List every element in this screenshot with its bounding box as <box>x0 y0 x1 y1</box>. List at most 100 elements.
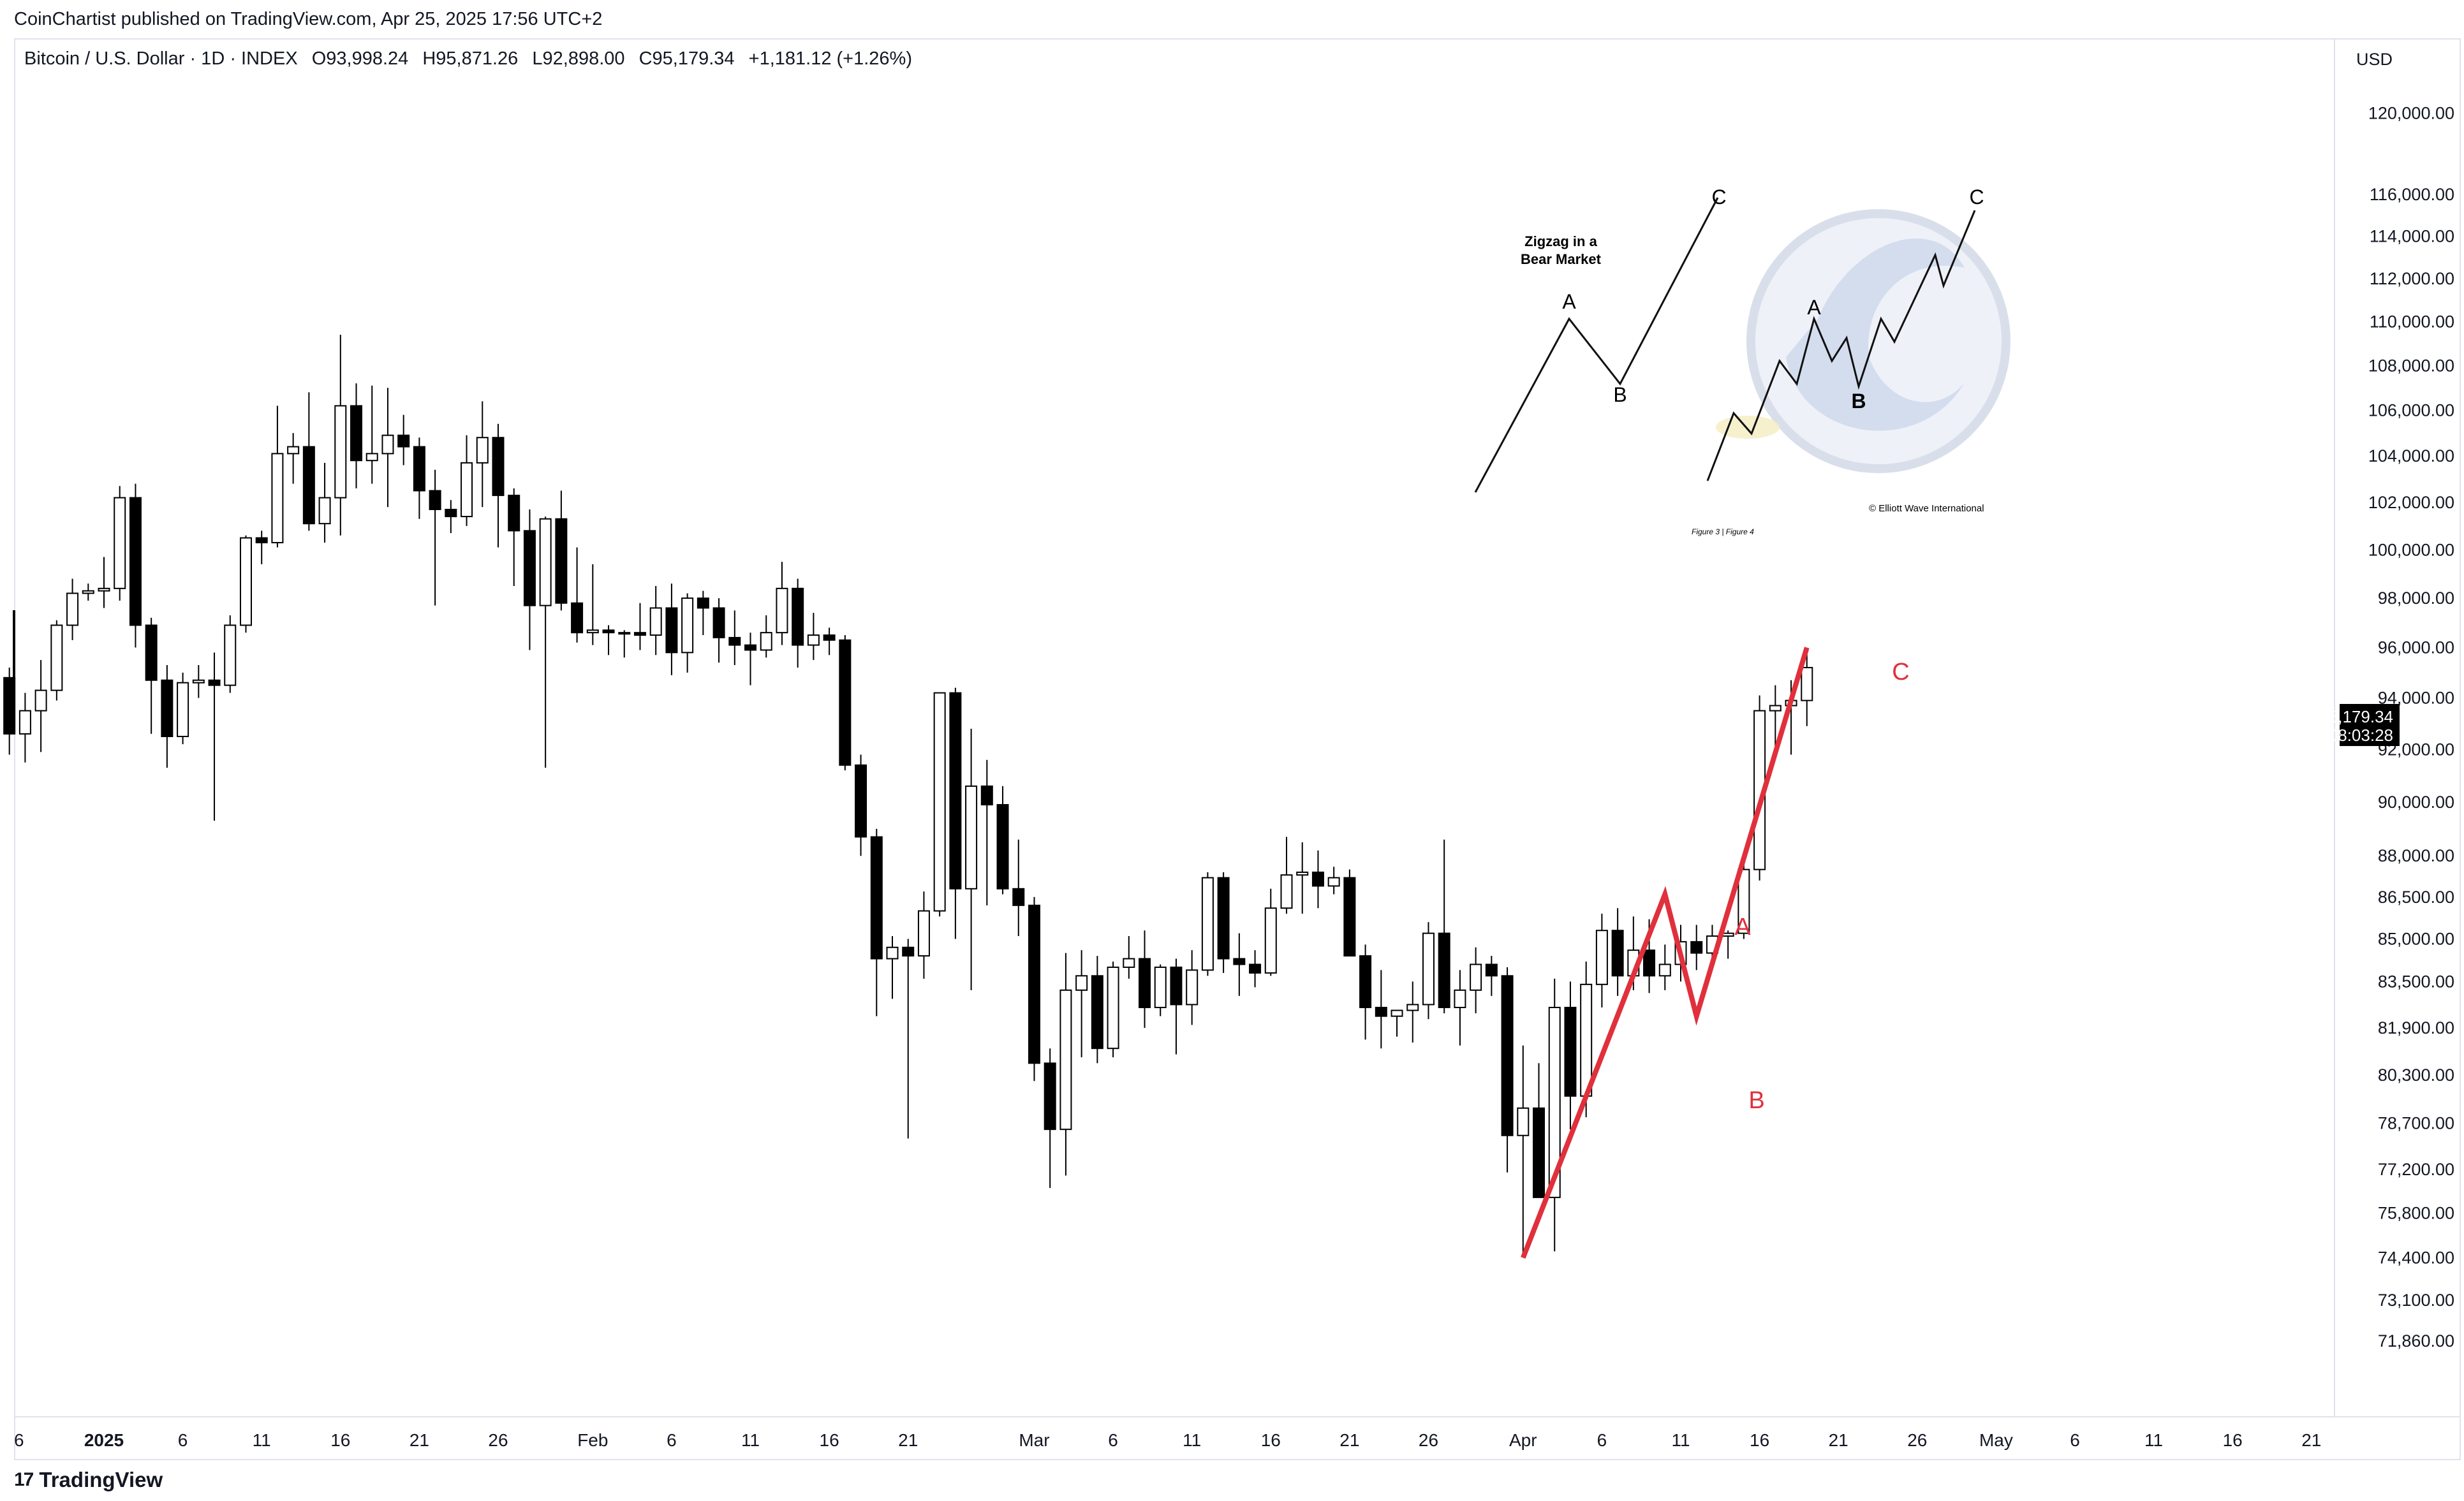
candle <box>523 509 536 650</box>
price-tick-label: 81,900.00 <box>2378 1018 2454 1037</box>
price-tick-label: 83,500.00 <box>2378 972 2454 991</box>
candle <box>255 531 268 564</box>
candle <box>1406 981 1419 1043</box>
candle-body-up <box>1470 963 1482 991</box>
candlestick-chart[interactable]: 120,000.00 116,000.00 114,000.00 112,000.00… <box>0 0 2464 1460</box>
candle <box>1327 867 1340 895</box>
candle-body-up <box>807 634 820 646</box>
candle-body-down <box>870 836 883 960</box>
candle <box>1091 956 1103 1064</box>
candle-body-up <box>239 537 252 626</box>
inset-right-label-b: B <box>1851 390 1866 413</box>
candle-body-up <box>760 632 772 651</box>
candle <box>208 652 221 821</box>
currency-selector[interactable]: USD <box>2356 50 2393 69</box>
price-tick-label: 75,800.00 <box>2378 1204 2454 1223</box>
candle-body-up <box>34 689 47 712</box>
candle-body-down <box>980 785 993 806</box>
candle <box>114 486 126 601</box>
candle-body-down <box>823 634 836 641</box>
candle-body-up <box>476 437 489 464</box>
candle <box>1658 944 1671 990</box>
candle-body-up <box>1454 989 1466 1009</box>
price-tick-label: 88,000.00 <box>2378 846 2454 865</box>
price-axis[interactable]: 120,000.00 116,000.00 114,000.00 112,000.00… <box>2368 104 2454 1351</box>
symbol-name[interactable]: Bitcoin / U.S. Dollar · 1D · INDEX <box>24 48 298 69</box>
zigzag-abc-line[interactable] <box>1521 647 1810 1259</box>
time-tick-label: 16 <box>820 1430 839 1450</box>
price-tick-label: 116,000.00 <box>2370 185 2454 204</box>
candle-body-up <box>1658 963 1671 977</box>
candle <box>1501 967 1514 1173</box>
chart-frame <box>14 38 2461 1460</box>
candle <box>728 610 741 666</box>
wave-label-a: A <box>1734 914 1751 941</box>
candle <box>1311 850 1324 909</box>
candle-body-down <box>445 508 457 518</box>
candle-body-down <box>255 537 268 544</box>
ohlc-high: H95,871.26 <box>422 48 519 69</box>
candle <box>318 462 331 543</box>
tradingview-brand[interactable]: 17 TradingView <box>14 1468 163 1492</box>
candle <box>1154 964 1167 1016</box>
candle <box>1611 908 1624 996</box>
candle <box>555 490 568 611</box>
inset-watermark-gold <box>1716 416 1780 439</box>
candle-body-up <box>1059 989 1072 1131</box>
price-tick-label: 100,000.00 <box>2368 540 2454 559</box>
axis-lines <box>13 38 2461 1417</box>
candle <box>177 672 189 745</box>
time-tick-label: 11 <box>741 1430 760 1450</box>
zigzag-annotation[interactable] <box>1521 647 1810 1259</box>
candle-body-down <box>996 804 1009 890</box>
candle <box>413 437 425 519</box>
inset-left-zigzag-line <box>1474 197 1719 493</box>
candle-body-up <box>365 453 378 462</box>
candle-body-down <box>1249 963 1262 974</box>
candle <box>3 667 16 755</box>
candle <box>1375 970 1387 1049</box>
time-tick-label: 21 <box>2301 1430 2321 1450</box>
price-tick-label: 106,000.00 <box>2368 400 2454 420</box>
candle <box>365 385 378 484</box>
candle <box>965 728 978 990</box>
candle <box>1186 950 1199 1025</box>
price-tick-label: 74,400.00 <box>2378 1248 2454 1268</box>
price-tick-label: 78,700.00 <box>2378 1114 2454 1133</box>
inset-copyright: © Elliott Wave International <box>1869 503 1984 514</box>
price-tick-label: 90,000.00 <box>2378 793 2454 812</box>
candle <box>1690 925 1703 970</box>
candle-body-up <box>461 462 473 518</box>
price-tick-label: 112,000.00 <box>2370 269 2454 288</box>
candle <box>1233 933 1246 996</box>
candle-body-down <box>1501 975 1514 1136</box>
candle <box>18 692 31 763</box>
candle-body-down <box>1091 975 1103 1050</box>
candle-body-up <box>114 497 126 589</box>
candle-body-down <box>508 494 520 532</box>
candle-body-up <box>1107 966 1119 1050</box>
time-tick-label: 16 <box>1750 1430 1769 1450</box>
candle <box>933 692 946 917</box>
candle <box>397 414 410 465</box>
candle-body-down <box>1611 930 1624 977</box>
candle-body-up <box>224 624 237 686</box>
candle-body-up <box>539 518 552 606</box>
time-tick-label: 21 <box>898 1430 918 1450</box>
candle-body-down <box>728 636 741 646</box>
price-tick-label: 102,000.00 <box>2368 493 2454 512</box>
candle-body-down <box>555 518 568 604</box>
candle-body-down <box>1343 877 1356 957</box>
tradingview-logo-icon: 17 <box>14 1469 34 1490</box>
candle-body-up <box>1186 969 1199 1006</box>
candle-body-up <box>1075 975 1088 991</box>
candle-body-down <box>665 607 678 654</box>
candle-body-down <box>413 446 425 492</box>
time-axis[interactable]: 6 2025 6 11 16 21 26 Feb 6 11 16 21 Mar 6 11 16 21 26 Apr 6… <box>14 1430 2321 1450</box>
candle-body-up <box>334 405 347 499</box>
candle <box>886 936 899 999</box>
candle-body-down <box>1012 888 1025 906</box>
candle <box>1107 961 1119 1058</box>
candle-body-down <box>302 446 315 525</box>
candles <box>3 334 1813 1255</box>
